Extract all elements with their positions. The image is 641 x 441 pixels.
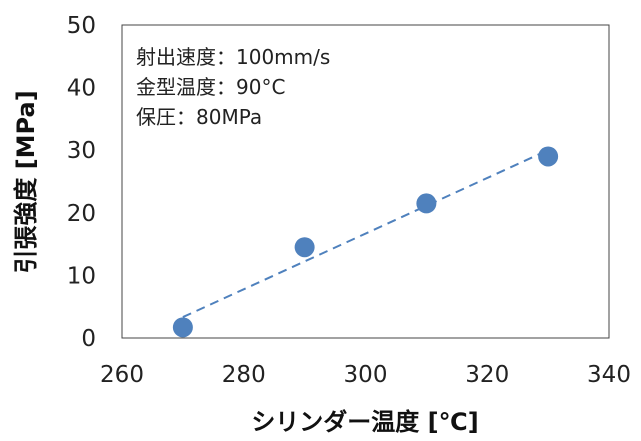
y-axis-title: 引張強度 [MPa] xyxy=(12,90,40,273)
y-tick-label: 0 xyxy=(81,326,96,352)
annotation-box: 射出速度：100mm/s 金型温度：90°C 保圧：80MPa xyxy=(136,45,330,129)
y-tick-label: 40 xyxy=(67,76,96,102)
linear-trendline xyxy=(182,149,549,319)
x-axis-title: シリンダー温度 [℃] xyxy=(251,408,478,436)
y-axis-ticks: 0 10 20 30 40 50 xyxy=(67,13,96,352)
data-points xyxy=(172,146,559,338)
data-point xyxy=(416,193,437,214)
annotation-line: 保圧：80MPa xyxy=(136,105,262,129)
x-axis-ticks: 260 280 300 320 340 xyxy=(100,362,631,388)
y-tick-label: 30 xyxy=(67,138,96,164)
y-tick-label: 10 xyxy=(67,263,96,289)
x-tick-label: 300 xyxy=(344,362,388,388)
x-tick-label: 260 xyxy=(100,362,144,388)
data-point xyxy=(294,237,315,258)
plot-area xyxy=(121,24,610,339)
data-point xyxy=(538,146,559,167)
annotation-line: 金型温度：90°C xyxy=(136,75,285,99)
x-tick-label: 280 xyxy=(222,362,266,388)
y-tick-label: 50 xyxy=(67,13,96,39)
annotation-line: 射出速度：100mm/s xyxy=(136,45,330,69)
x-tick-label: 320 xyxy=(465,362,509,388)
data-point xyxy=(172,317,193,338)
y-tick-label: 20 xyxy=(67,201,96,227)
x-tick-label: 340 xyxy=(587,362,631,388)
